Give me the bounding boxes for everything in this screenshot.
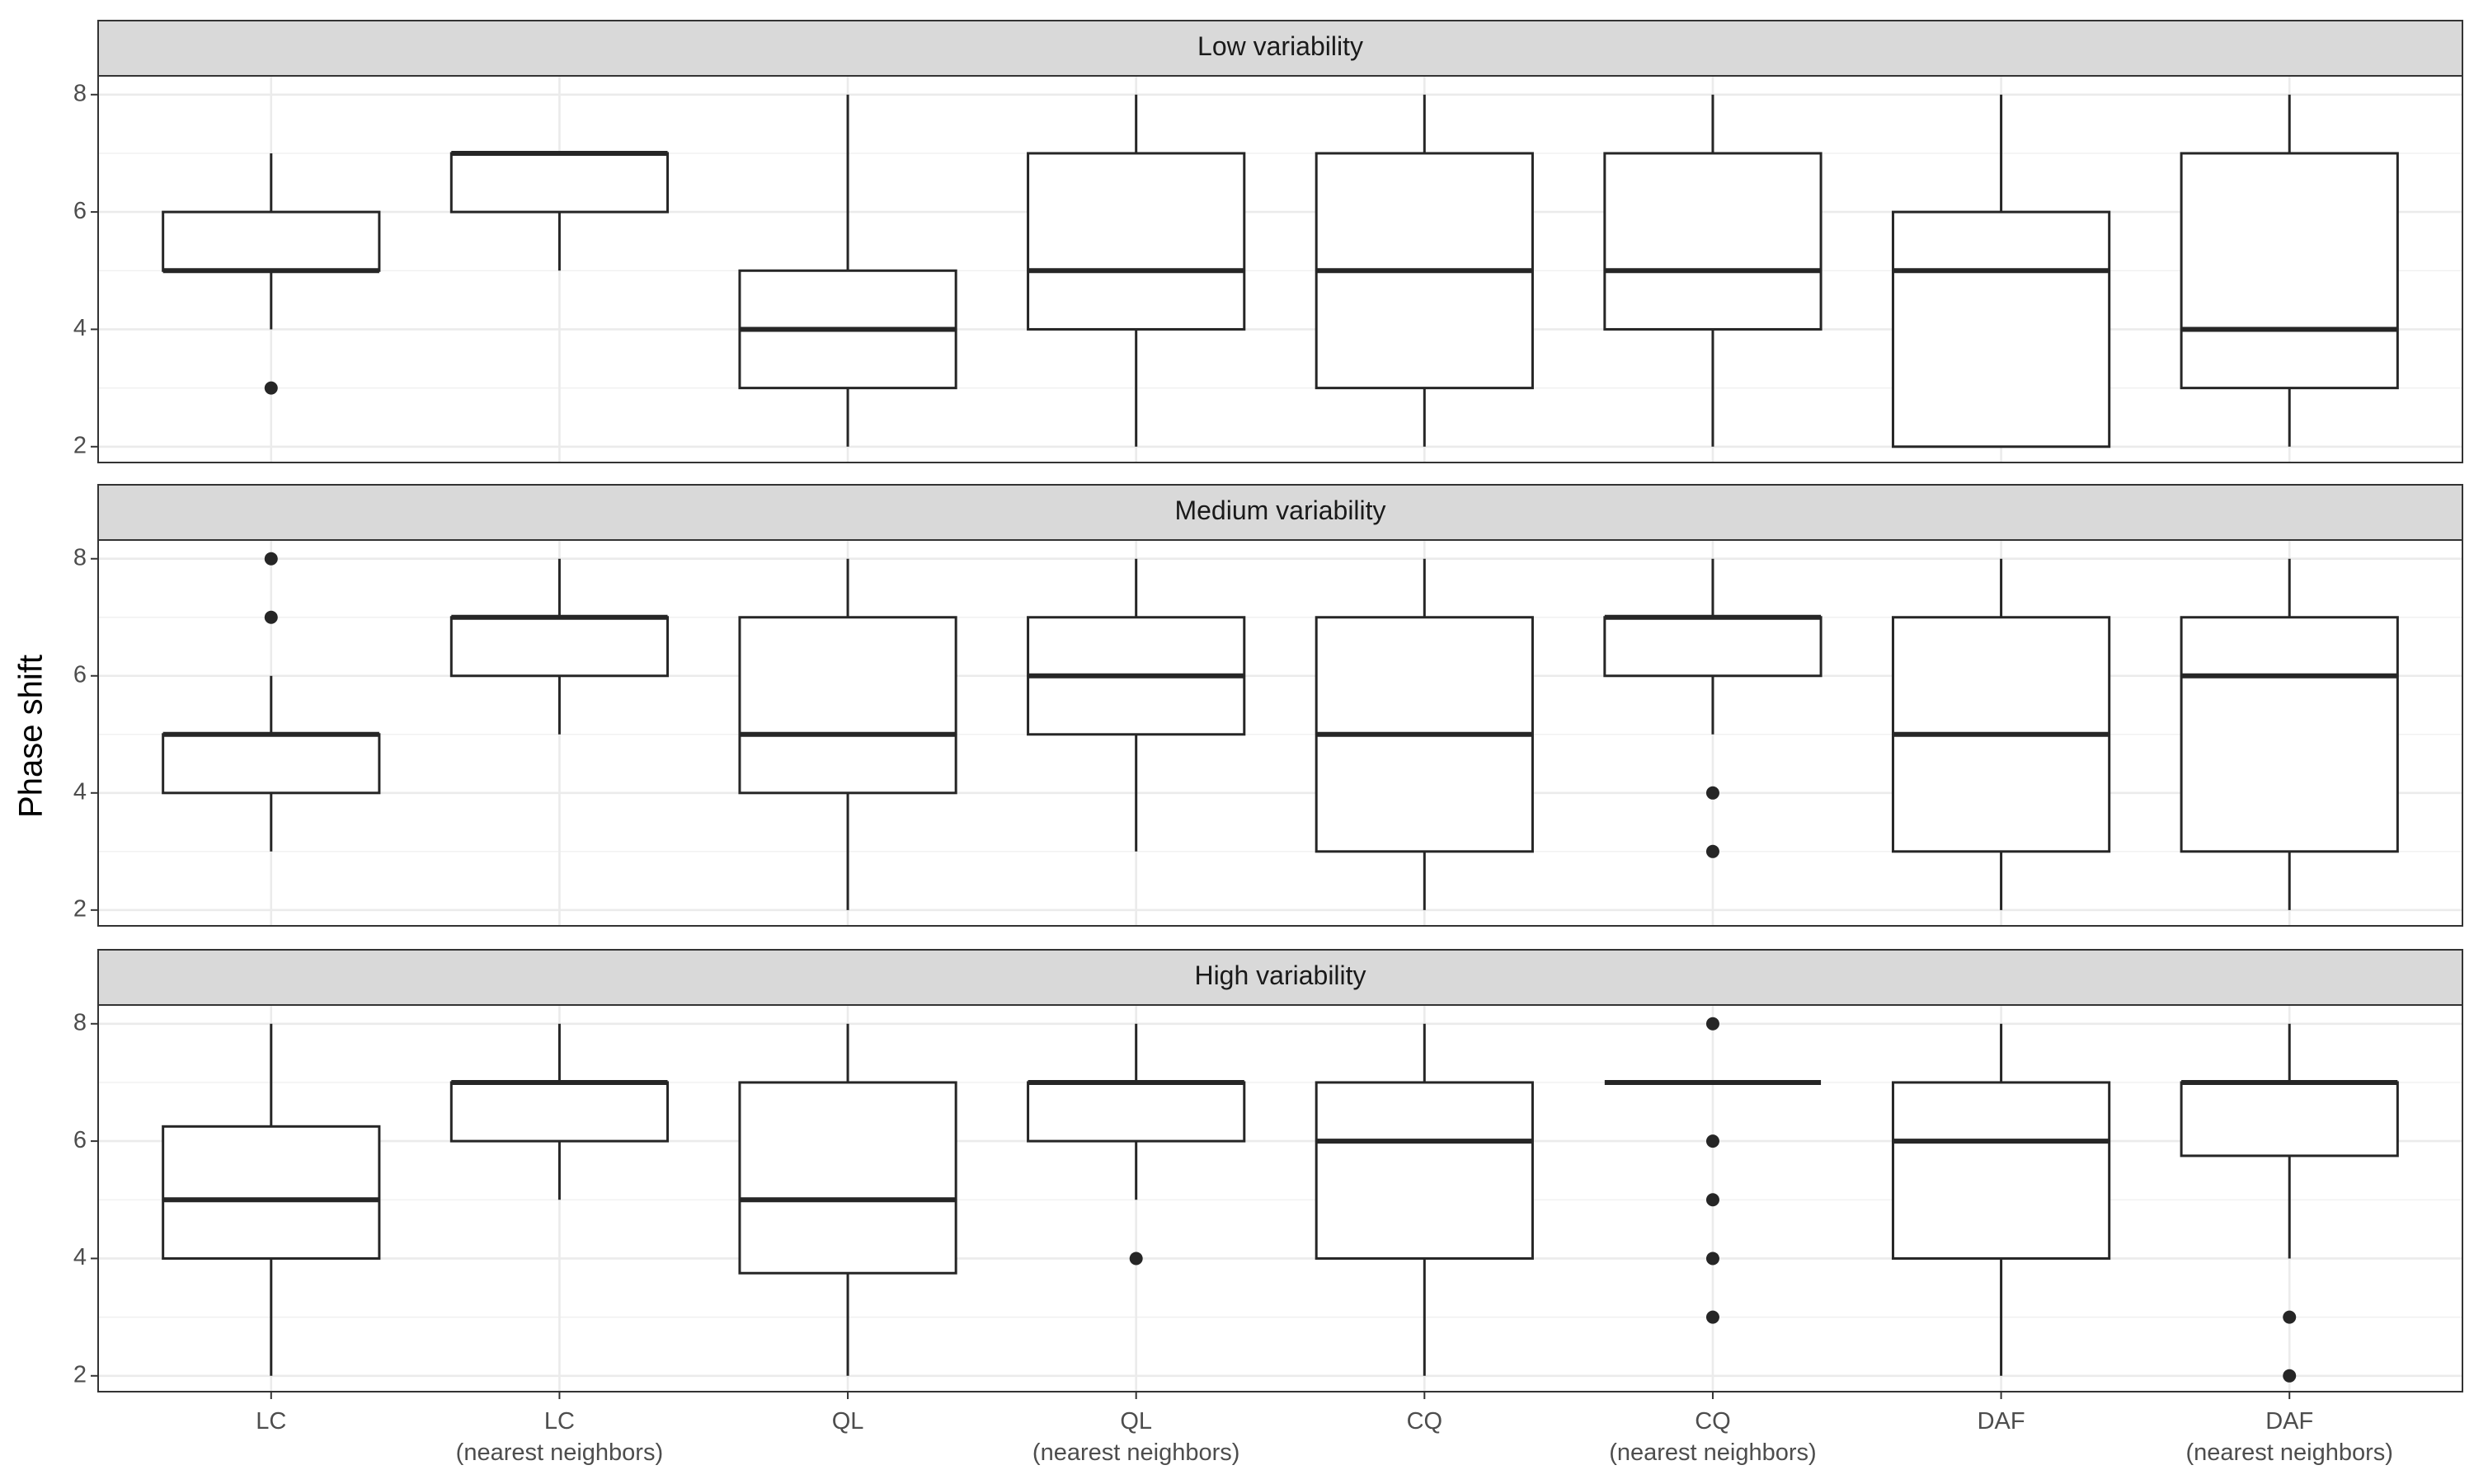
box [738,616,957,795]
box [449,152,670,214]
x-tick-label: CQ [1406,1408,1443,1435]
y-tick-label: 2 [73,432,87,458]
y-tick-label: 6 [73,661,87,688]
box [162,210,381,272]
x-tick-label: QL [831,1408,864,1435]
box [1027,152,1246,331]
box [1603,152,1823,331]
y-tick-label: 4 [73,778,87,805]
outlier [264,381,278,395]
box [2180,1081,2399,1158]
outlier [1705,1017,1719,1031]
box [738,1081,957,1275]
y-tick-label: 2 [73,1361,87,1388]
facet-strip [97,20,2463,77]
box [449,616,670,678]
box [1315,1081,1534,1260]
facet-title: High variability [1194,960,1366,990]
box [2180,152,2399,390]
x-tick-label: LC (nearest neighbors) [455,1408,664,1466]
x-tick-label: CQ (nearest neighbors) [1609,1408,1817,1466]
box [1891,210,2111,448]
x-tick-label: DAF [1977,1408,2025,1435]
y-tick-label: 6 [73,1127,87,1153]
y-tick-label: 8 [73,1009,87,1036]
box [1891,1081,2111,1260]
y-tick-label: 2 [73,895,87,922]
box [2180,616,2399,853]
outlier [1705,1134,1719,1148]
x-tick-label: LC [256,1408,287,1435]
outlier [1129,1252,1143,1266]
box [1027,1081,1246,1143]
y-tick-label: 4 [73,315,87,341]
outlier [1705,1252,1719,1266]
outlier [2283,1310,2297,1324]
box [162,1125,381,1260]
y-tick-label: 4 [73,1244,87,1270]
y-tick-label: 8 [73,544,87,571]
facet-title: Medium variability [1174,495,1385,525]
x-tick-label: QL (nearest neighbors) [1032,1408,1240,1466]
facet-title: Low variability [1197,31,1363,61]
box [1603,616,1823,678]
box [162,733,381,795]
y-tick-label: 8 [73,80,87,106]
y-tick-label: 6 [73,198,87,224]
facet-strip [97,949,2463,1006]
y-axis-title: Phase shift [13,655,49,818]
outlier [2283,1369,2297,1383]
outlier [1705,1193,1719,1207]
outlier [1705,786,1719,800]
outlier [264,552,278,566]
facet-strip [97,484,2463,541]
outlier [1705,844,1719,858]
x-tick-label: DAF (nearest neighbors) [2185,1408,2393,1466]
outlier [264,610,278,624]
outlier [1705,1310,1719,1324]
box [449,1081,670,1143]
